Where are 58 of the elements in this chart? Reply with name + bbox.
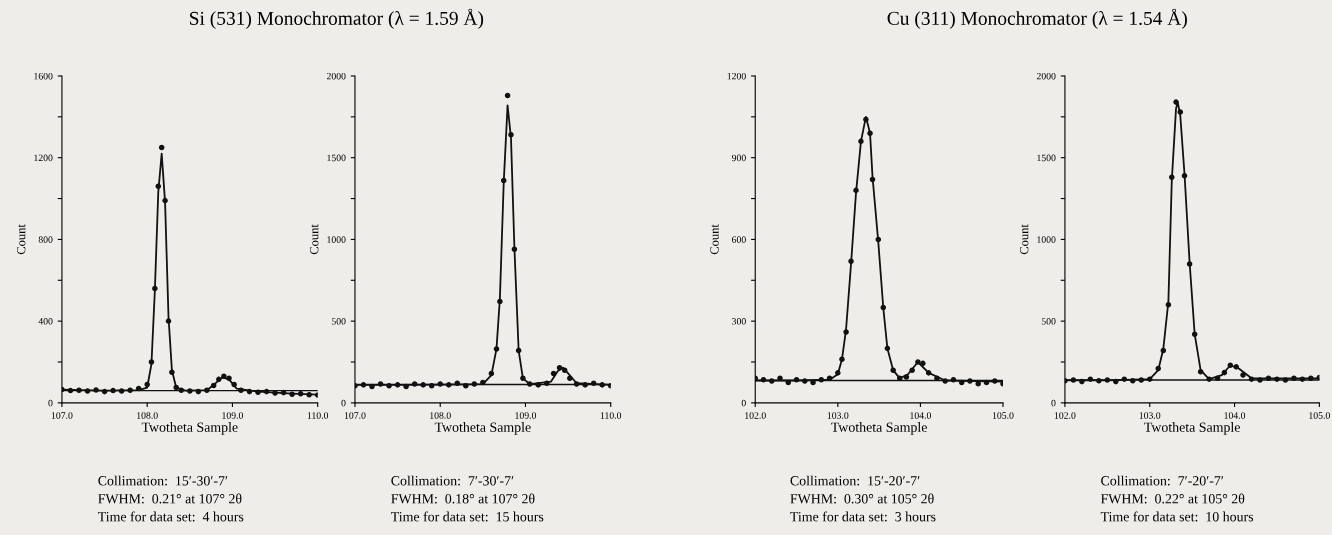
y-tick-label: 1200	[34, 154, 53, 162]
text: Collimation: 15′-30′-7′	[98, 475, 228, 486]
chart-title: Si (531) Monochromator (λ = 1.59 Å)	[190, 8, 484, 29]
x-tick-label: 107.0	[51, 412, 73, 419]
x-axis-title: Twotheta Sample	[831, 422, 927, 435]
y-axis-title: Count	[310, 224, 319, 255]
text: Collimation: 7′-30′-7′	[391, 475, 514, 486]
x-tick-label: 109.0	[515, 412, 537, 419]
text: FWHM: 0.21° at 107° 2θ	[98, 493, 242, 504]
x-tick-label: 107.0	[344, 412, 366, 419]
y-tick-label: 400	[38, 318, 53, 325]
x-tick-label: 104.0	[1224, 412, 1246, 419]
text: Time for data set: 15 hours	[391, 511, 544, 522]
y-tick-label: 300	[732, 318, 746, 325]
x-tick-label: 105.0	[992, 412, 1014, 419]
x-axis-title: Twotheta Sample	[434, 422, 531, 435]
text: Time for data set: 3 hours	[790, 511, 936, 522]
y-tick-label: 1000	[1037, 236, 1056, 243]
x-tick-label: 110.0	[307, 412, 329, 419]
y-tick-label: 800	[38, 236, 53, 243]
y-tick-label: 0	[341, 399, 346, 407]
y-tick-label: 600	[732, 236, 746, 243]
x-tick-label: 110.0	[600, 412, 622, 419]
text: Collimation: 15′-20′-7′	[790, 475, 920, 486]
y-tick-label: 2000	[326, 72, 346, 80]
y-tick-label: 0	[48, 399, 53, 407]
x-tick-label: 102.0	[745, 412, 766, 419]
y-tick-label: 900	[731, 154, 746, 162]
y-axis-title: Count	[710, 224, 719, 255]
y-tick-label: 500	[1041, 318, 1056, 325]
text: Time for data set: 10 hours	[1100, 511, 1254, 522]
y-tick-label: 0	[1051, 399, 1056, 407]
y-tick-label: 0	[741, 399, 746, 407]
y-tick-label: 2000	[1036, 72, 1056, 80]
x-tick-label: 103.0	[827, 412, 849, 419]
x-tick-label: 104.0	[910, 412, 931, 419]
y-tick-label: 1200	[727, 72, 746, 80]
x-axis-title: Twotheta Sample	[1144, 422, 1240, 435]
y-tick-label: 1500	[327, 154, 346, 162]
x-tick-label: 103.0	[1139, 412, 1161, 419]
y-tick-label: 1000	[327, 236, 346, 243]
text: Time for data set: 4 hours	[97, 511, 244, 522]
x-axis-title: Twotheta Sample	[141, 422, 238, 435]
x-tick-label: 105.0	[1309, 412, 1330, 419]
y-tick-label: 1600	[34, 72, 53, 80]
text: FWHM: 0.18° at 107° 2θ	[391, 493, 535, 504]
x-tick-label: 108.0	[430, 412, 451, 419]
x-tick-label: 109.0	[222, 412, 243, 419]
y-tick-label: 500	[331, 318, 346, 325]
text: FWHM: 0.22° at 105° 2θ	[1100, 493, 1245, 504]
chart-title: Cu (311) Monochromator (λ = 1.54 Å)	[887, 8, 1187, 29]
text: FWHM: 0.30° at 105° 2θ	[790, 493, 934, 504]
text: Collimation: 7′-20′-7′	[1101, 475, 1224, 486]
y-tick-label: 1500	[1037, 154, 1056, 162]
x-tick-label: 102.0	[1054, 412, 1076, 419]
y-axis-title: Count	[1019, 224, 1029, 255]
x-tick-label: 108.0	[137, 412, 158, 419]
y-axis-title: Count	[16, 224, 26, 255]
